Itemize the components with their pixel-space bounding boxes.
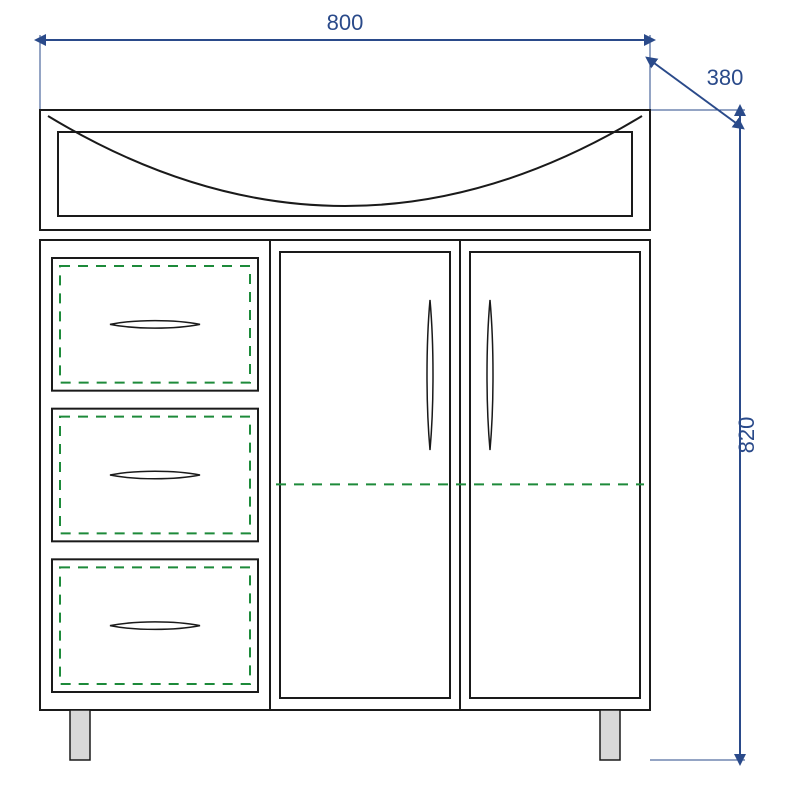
drawer-front [52,559,258,692]
drawer-hidden [60,266,250,383]
door-handle-icon [487,300,493,450]
basin-curve [48,116,642,206]
drawer-front [52,258,258,391]
drawer-hidden [60,567,250,684]
technical-drawing: 800 380 820 [0,0,800,800]
countertop [40,110,650,230]
dim-depth-label: 380 [707,65,744,90]
drawer-handle-icon [110,622,200,630]
door-panel [470,252,640,698]
diagram-stage: 800 380 820 [0,0,800,800]
dim-height-label: 820 [734,417,759,454]
cabinet-leg [600,710,620,760]
dim-width-label: 800 [327,10,364,35]
door-handle-icon [427,300,433,450]
drawer-front [52,409,258,542]
drawer-handle-icon [110,321,200,329]
cabinet-body [40,240,650,710]
cabinet-leg [70,710,90,760]
drawer-handle-icon [110,471,200,479]
door-panel [280,252,450,698]
drawer-hidden [60,417,250,534]
